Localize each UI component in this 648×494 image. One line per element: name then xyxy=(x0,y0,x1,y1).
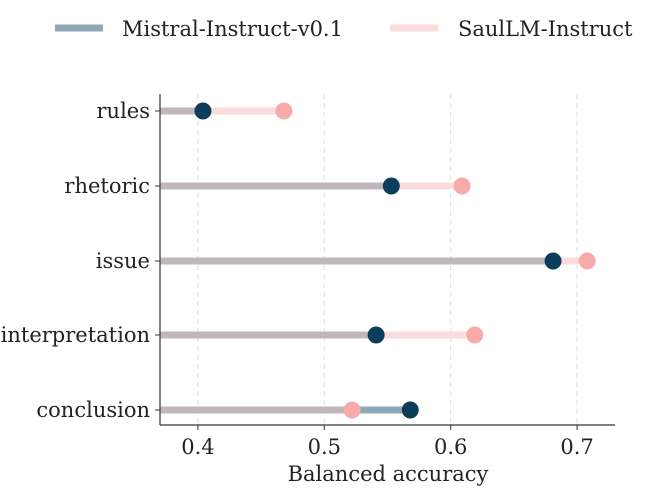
x-tick-label-1: 0.5 xyxy=(308,435,341,459)
point-mistral-interpretation xyxy=(367,326,385,344)
point-mistral-rules xyxy=(194,102,212,120)
point-saul-issue xyxy=(578,252,596,270)
point-saul-rhetoric xyxy=(453,177,471,195)
y-labels: rules rhetoric issue interpretation conclusi… xyxy=(1,99,160,422)
x-axis-label: Balanced accuracy xyxy=(288,462,489,486)
legend: Mistral-Instruct-v0.1 SaulLM-Instruct xyxy=(55,17,633,41)
point-mistral-conclusion xyxy=(401,401,419,419)
y-label-conclusion: conclusion xyxy=(36,398,150,422)
x-tick-label-3: 0.7 xyxy=(560,435,593,459)
point-mistral-rhetoric xyxy=(382,177,400,195)
dumbbells xyxy=(160,102,596,419)
point-saul-conclusion xyxy=(343,401,361,419)
point-saul-interpretation xyxy=(466,326,484,344)
legend-label-saul: SaulLM-Instruct xyxy=(458,17,633,41)
y-label-rules: rules xyxy=(97,99,150,123)
legend-label-mistral: Mistral-Instruct-v0.1 xyxy=(122,17,343,41)
point-saul-rules xyxy=(275,102,293,120)
point-mistral-issue xyxy=(544,252,562,270)
y-label-issue: issue xyxy=(96,249,150,273)
x-tick-label-2: 0.6 xyxy=(434,435,467,459)
x-tick-label-0: 0.4 xyxy=(181,435,214,459)
axes xyxy=(159,94,615,426)
y-label-interpretation: interpretation xyxy=(1,323,150,347)
y-label-rhetoric: rhetoric xyxy=(64,174,150,198)
x-ticks: 0.4 0.5 0.6 0.7 xyxy=(181,425,594,459)
